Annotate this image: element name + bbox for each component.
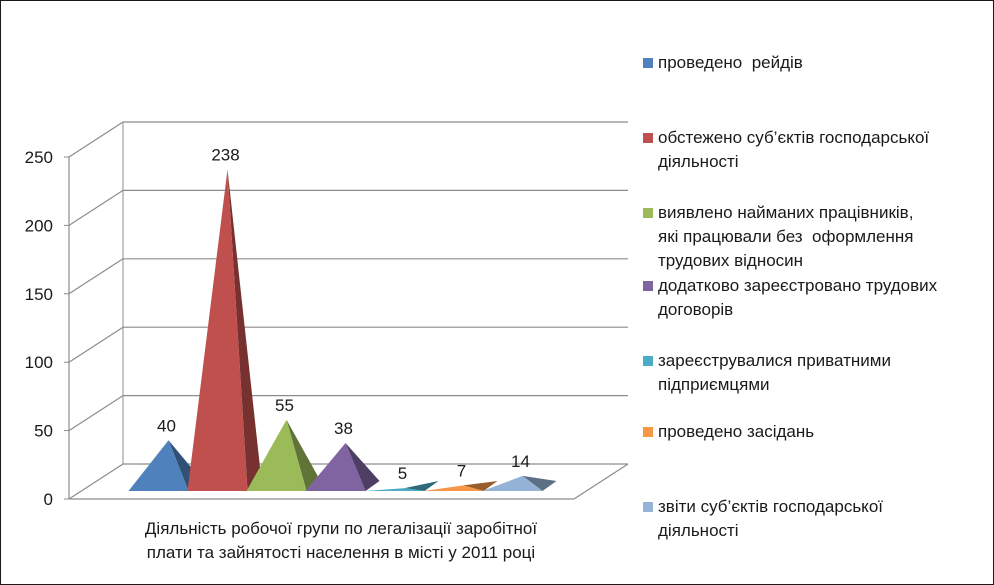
legend-item-3: виявлено найманих працівників, які працю… [641,201,986,273]
legend-item-5: зареєструвалися приватними підприємцями [641,349,986,397]
gridline-depth [68,463,124,500]
chart-walls [68,121,629,500]
legend-label: обстежено суб’єктів господарської діяльн… [658,128,930,171]
pyramid-side-face [286,419,321,491]
data-label: 38 [334,419,353,438]
y-tick-label: 250 [25,148,53,167]
floor-right-edge [573,463,629,500]
y-tick-label: 50 [34,422,53,441]
legend-swatch [643,356,653,366]
y-tick-label: 200 [25,216,53,235]
legend-label: зареєструвалися приватними підприємцями [658,351,891,394]
pyramid-6 [423,481,498,491]
gridline-depth [68,395,124,432]
pyramid-front-face [305,443,366,491]
pyramid-front-face [128,440,189,491]
legend-swatch [643,208,653,218]
pyramid-side-face [345,443,380,491]
legend-label: проведено рейдів [658,53,803,72]
legend-swatch [643,281,653,291]
pyramid-7 [482,475,557,491]
pyramid-5 [364,481,439,491]
pyramid-3 [246,419,321,491]
legend-label: проведено засідань [658,422,815,441]
y-axis-ticks: 0 50 100 150 200 250 [25,148,69,509]
x-axis-title-line: Діяльність робочої групи по легалізації … [145,519,537,538]
y-tick-label: 100 [25,353,53,372]
legend-swatch [643,133,653,143]
data-label: 238 [211,145,239,164]
pyramid-4 [305,443,380,491]
data-label: 5 [398,464,407,483]
pyramid-side-face [404,481,439,491]
legend-swatch [643,58,653,68]
pyramid-front-face [364,488,425,491]
data-label: 14 [511,452,530,471]
pyramid-front-face [246,419,307,491]
data-label: 7 [457,461,466,480]
legend-swatch [643,427,653,437]
x-axis-title: Діяльність робочої групи по легалізації … [145,519,537,562]
x-axis-title-line: плати та зайнятості населення в місті у … [147,543,535,562]
data-labels: 40 238 55 38 5 7 14 [157,145,530,483]
legend-item-1: проведено рейдів [641,51,986,75]
legend-item-2: обстежено суб’єктів господарської діяльн… [641,126,986,174]
pyramid-chart: 0 50 100 150 200 250 40 238 55 38 5 7 14 Діяльність… [25,121,629,562]
data-label: 40 [157,416,176,435]
legend-item-7: звіти суб’єктів господарської діяльності [641,495,986,543]
legend-swatch [643,502,653,512]
y-tick-label: 150 [25,285,53,304]
y-tick-label: 0 [44,490,53,509]
legend-label: додатково зареєстровано трудових договор… [658,276,938,319]
gridline-depth [68,121,124,158]
legend-label: звіти суб’єктів господарської діяльності [658,497,883,540]
pyramid-front-face [482,475,543,491]
gridline-depth [68,189,124,226]
data-label: 55 [275,396,294,415]
pyramid-front-face [187,169,248,491]
pyramid-front-face [423,485,484,491]
pyramid-2 [187,169,262,491]
gridline-depth [68,326,124,363]
pyramid-side-face [522,475,557,491]
pyramid-side-face [227,169,262,491]
pyramid-side-face [463,481,498,491]
gridline-depth [68,258,124,295]
legend-item-4: додатково зареєстровано трудових договор… [641,274,986,322]
legend-item-6: проведено засідань [641,420,986,444]
legend-label: виявлено найманих працівників, які працю… [658,203,914,270]
pyramids [128,169,557,491]
